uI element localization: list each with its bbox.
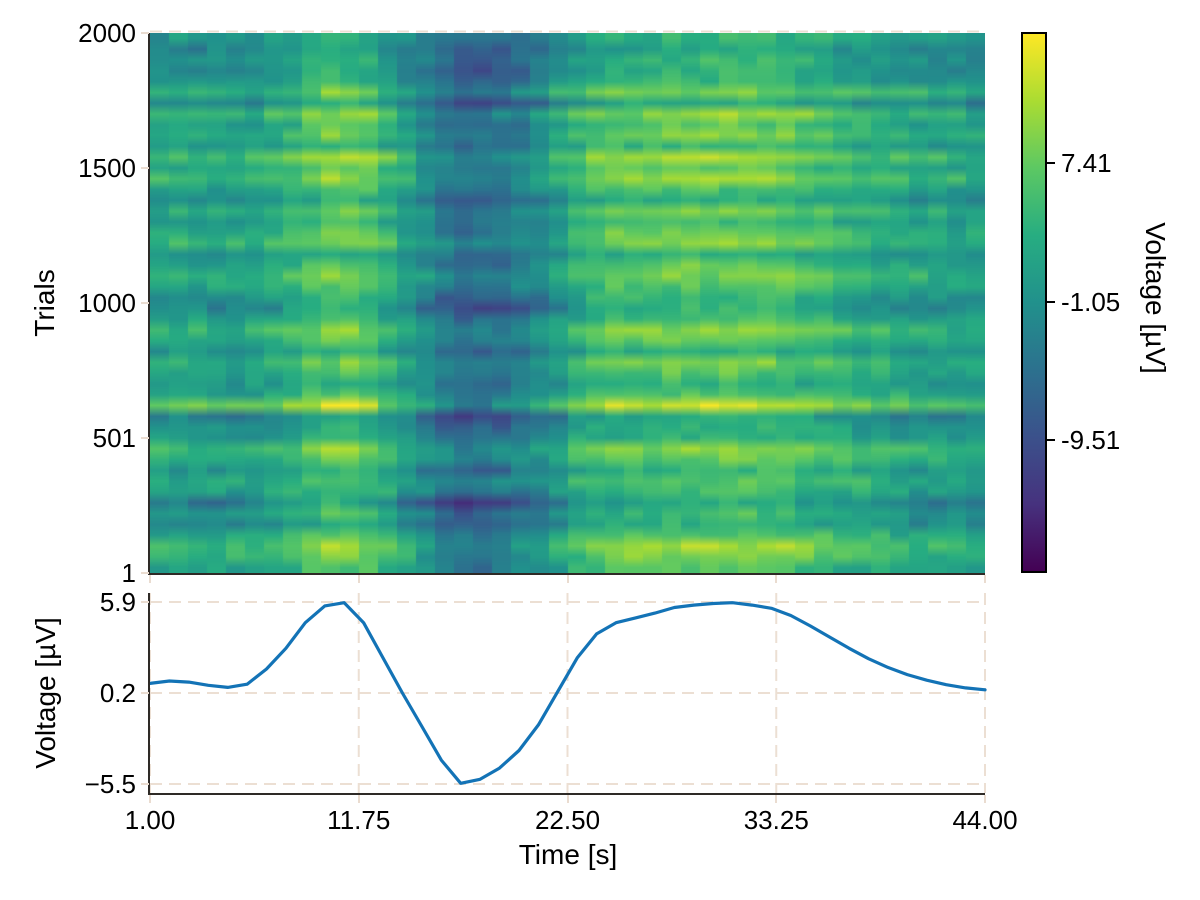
- colorbar-axis-label: Voltage [µV]: [1140, 222, 1171, 374]
- lineplot-y-tickmark: [141, 783, 149, 786]
- lineplot-x-tick-label: 33.25: [743, 805, 809, 835]
- colorbar-tick-label: -9.51: [1061, 425, 1121, 456]
- heatmap-y-tickmark: [141, 302, 149, 305]
- average-voltage-line: [148, 601, 987, 785]
- lineplot-y-tickmark: [141, 692, 149, 694]
- heatmap-y-tick-label: 501: [92, 422, 136, 453]
- voltage-axis-label: Voltage [µV]: [30, 617, 61, 769]
- time-axis-label: Time [s]: [518, 839, 618, 870]
- lineplot-left-spine: [148, 593, 150, 795]
- lineplot-x-tickmark: [984, 795, 986, 803]
- heatmap-y-tick-label: 1500: [78, 153, 136, 184]
- heatmap-y-tickmark: [141, 572, 149, 574]
- colorbar-tick-label: -1.05: [1061, 286, 1121, 317]
- lineplot-x-tick-label: 44.00: [952, 805, 1018, 835]
- lineplot-x-tickmark: [357, 795, 360, 803]
- lineplot-x-tickmark: [149, 795, 151, 803]
- heatmap-y-tickmark: [141, 436, 149, 439]
- colorbar: [1021, 32, 1047, 573]
- colorbar-tickmark: [1047, 300, 1055, 303]
- lineplot-y-tick-label: 5.9: [99, 586, 136, 617]
- lineplot-y-tick-label: −5.5: [84, 769, 136, 800]
- colorbar-tick-label: 7.41: [1061, 147, 1112, 178]
- heatmap-y-tick-label: 1000: [78, 288, 136, 319]
- trials-axis-label: Trials: [29, 269, 60, 337]
- lineplot-x-tick-label: 11.75: [327, 805, 391, 835]
- lineplot-bottom-spine: [148, 793, 985, 795]
- colorbar-tickmark: [1047, 161, 1055, 164]
- heatmap-y-tick-label: 2000: [78, 18, 136, 48]
- heatmap-x-tickmark: [149, 575, 151, 583]
- heatmap-bottom-spine: [148, 573, 985, 575]
- lineplot-x-tickmark: [566, 795, 569, 803]
- lineplot-x-tickmark: [775, 795, 778, 803]
- heatmap-x-tickmark: [357, 575, 360, 583]
- heatmap-x-tickmark: [984, 575, 986, 583]
- lineplot-x-tick-label: 1.00: [124, 805, 176, 835]
- heatmap-y-tickmark: [141, 32, 149, 34]
- colorbar-tickmark: [1047, 439, 1055, 442]
- heatmap-left-spine: [148, 33, 150, 573]
- lineplot-y-tick-label: 0.2: [99, 678, 136, 708]
- heatmap-y-tickmark: [141, 167, 149, 170]
- heatmap-x-tickmark: [566, 575, 569, 583]
- lineplot-x-tick-label: 22.50: [534, 805, 601, 835]
- heatmap-x-tickmark: [775, 575, 778, 583]
- erp-image-heatmap: [150, 33, 985, 573]
- lineplot-y-tickmark: [141, 600, 149, 603]
- heatmap-y-tick-label: 1: [121, 558, 136, 588]
